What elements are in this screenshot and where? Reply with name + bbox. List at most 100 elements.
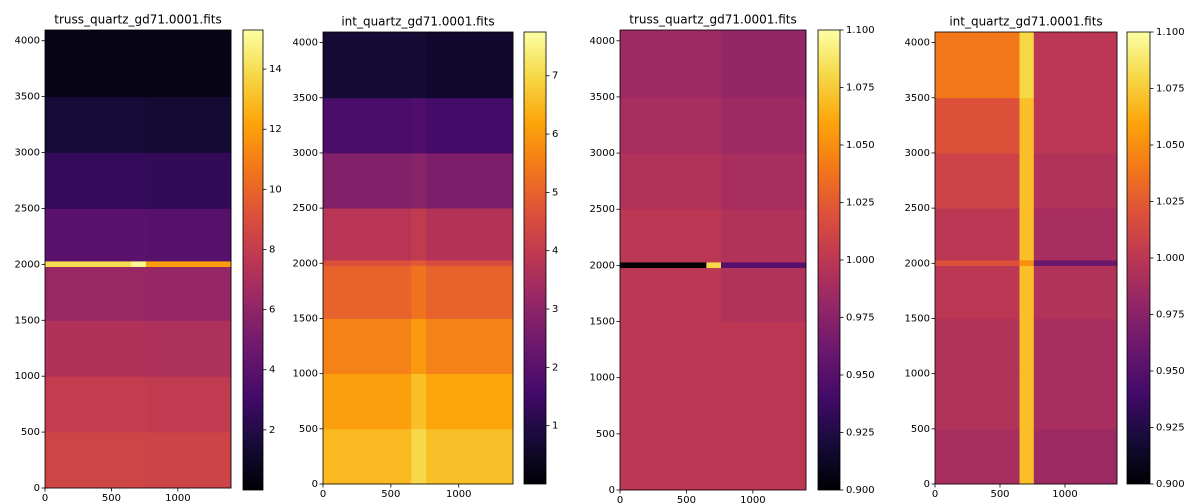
colorbar-tick-label: 1.050 — [1156, 140, 1185, 151]
y-tick-label: 500 — [299, 424, 318, 435]
heatmap-cell — [426, 259, 514, 266]
y-tick-label: 2500 — [15, 203, 40, 214]
heatmap-cell — [131, 432, 147, 489]
y-tick-label: 2000 — [15, 259, 40, 270]
heatmap-cell — [426, 428, 514, 485]
heatmap-cell — [935, 318, 1020, 375]
x-tick-label: 0 — [932, 489, 938, 500]
x-tick-label: 1000 — [165, 493, 190, 504]
heatmap-cell — [45, 261, 132, 268]
y-tick-label: 1000 — [905, 369, 930, 380]
heatmap-cell — [706, 30, 722, 98]
colorbar-tick-label: 1.075 — [1156, 84, 1185, 95]
heatmap-cell — [411, 373, 427, 430]
x-tick-label: 0 — [42, 493, 48, 504]
y-tick-label: 2500 — [590, 204, 615, 215]
x-tick-label: 1000 — [446, 489, 471, 500]
heatmap-cell — [426, 318, 514, 375]
heatmap-cell — [935, 428, 1020, 485]
heatmap-cell — [145, 96, 232, 153]
heatmap-cell — [620, 267, 707, 322]
heatmap-cell — [323, 97, 412, 154]
y-tick-label: 3000 — [15, 148, 40, 159]
colorbar-tick-label: 5 — [552, 187, 558, 198]
y-tick-label: 3500 — [590, 92, 615, 103]
y-tick-label: 4000 — [15, 36, 40, 47]
heatmap-cell — [426, 208, 514, 261]
heatmap-cell — [145, 152, 232, 209]
heatmap-cell — [426, 32, 514, 99]
panel: int_quartz_gd71.0001.fits 0 500 1000 0 500 100… — [905, 15, 1185, 501]
heatmap-cell — [935, 152, 1020, 209]
panel: truss_quartz_gd71.0001.fits 0 500 1000 0 500 1… — [15, 13, 282, 504]
heatmap-cell — [706, 377, 722, 435]
y-tick-label: 1500 — [905, 313, 930, 324]
colorbar-tick-label: 0.900 — [1156, 479, 1185, 490]
heatmap-cell — [706, 433, 722, 491]
heatmap-cell — [720, 30, 807, 98]
x-tick-label: 0 — [320, 489, 326, 500]
heatmap-cell — [411, 318, 427, 375]
x-tick-label: 500 — [102, 493, 121, 504]
y-tick-label: 0 — [924, 479, 930, 490]
heatmap-cell — [131, 320, 147, 377]
heatmap-cell — [411, 152, 427, 209]
axes-frame — [934, 31, 1118, 485]
heatmap-cell — [45, 152, 132, 209]
colorbar-tick-label: 0.925 — [1156, 423, 1185, 434]
y-tick-label: 500 — [911, 424, 930, 435]
colorbar-tick-label: 4 — [269, 365, 275, 376]
y-tick-label: 2000 — [905, 258, 930, 269]
heatmap-cell — [145, 432, 232, 489]
colorbar-tick-label: 10 — [269, 184, 282, 195]
heatmap-cell — [131, 208, 147, 262]
heatmap-cell — [620, 377, 707, 435]
colorbar — [242, 29, 264, 491]
heatmap-cell — [1033, 208, 1118, 261]
colorbar-tick-label: 1.100 — [1156, 27, 1185, 38]
heatmap-cell — [45, 432, 132, 489]
colorbar-tick-label: 12 — [269, 124, 282, 135]
heatmap-cell — [706, 262, 722, 269]
heatmap-cell — [1019, 428, 1035, 485]
y-tick-label: 3000 — [905, 148, 930, 159]
heatmap-cell — [720, 96, 807, 154]
colorbar-tick-label: 7 — [552, 71, 558, 82]
heatmap-cell — [131, 96, 147, 153]
colorbar-tick-label: 1.025 — [1156, 197, 1185, 208]
colorbar-tick-label: 0.900 — [846, 485, 875, 496]
y-tick-label: 2500 — [293, 203, 318, 214]
heatmap-cell — [145, 261, 232, 268]
colorbar-tick-label: 4 — [552, 246, 558, 257]
heatmap-cell — [45, 266, 132, 321]
heatmap-cell — [323, 318, 412, 375]
heatmap-cell — [1019, 32, 1035, 99]
panel: truss_quartz_gd71.0001.fits 0 500 1000 0 500 1… — [590, 13, 875, 504]
x-tick-label: 1000 — [740, 495, 765, 504]
y-tick-label: 1500 — [15, 315, 40, 326]
heatmap-cell — [720, 321, 807, 379]
colorbar-tick-label: 1.075 — [846, 83, 875, 94]
y-tick-label: 2000 — [590, 260, 615, 271]
y-tick-label: 4000 — [590, 36, 615, 47]
heatmap-cell — [720, 209, 807, 263]
heatmap-cell — [935, 265, 1020, 319]
heatmap-cell — [1033, 318, 1118, 375]
colorbar-tick-label: 6 — [552, 129, 558, 140]
heatmap-cell — [1033, 32, 1118, 99]
colorbar — [1126, 31, 1151, 485]
panel-title: int_quartz_gd71.0001.fits — [949, 15, 1102, 29]
colorbar-tick-label: 0.925 — [846, 428, 875, 439]
y-tick-label: 3000 — [293, 148, 318, 159]
y-tick-label: 1500 — [590, 317, 615, 328]
heatmap-cell — [411, 428, 427, 485]
y-tick-label: 2500 — [905, 203, 930, 214]
heatmap-cell — [1033, 265, 1118, 319]
heatmap-cell — [620, 321, 707, 379]
heatmap-cell — [323, 208, 412, 261]
y-tick-label: 0 — [609, 485, 615, 496]
colorbar-tick-label: 3 — [552, 304, 558, 315]
colorbar-tick-label: 0.950 — [846, 370, 875, 381]
heatmap-cell — [1033, 259, 1118, 266]
heatmap-cell — [411, 265, 427, 319]
